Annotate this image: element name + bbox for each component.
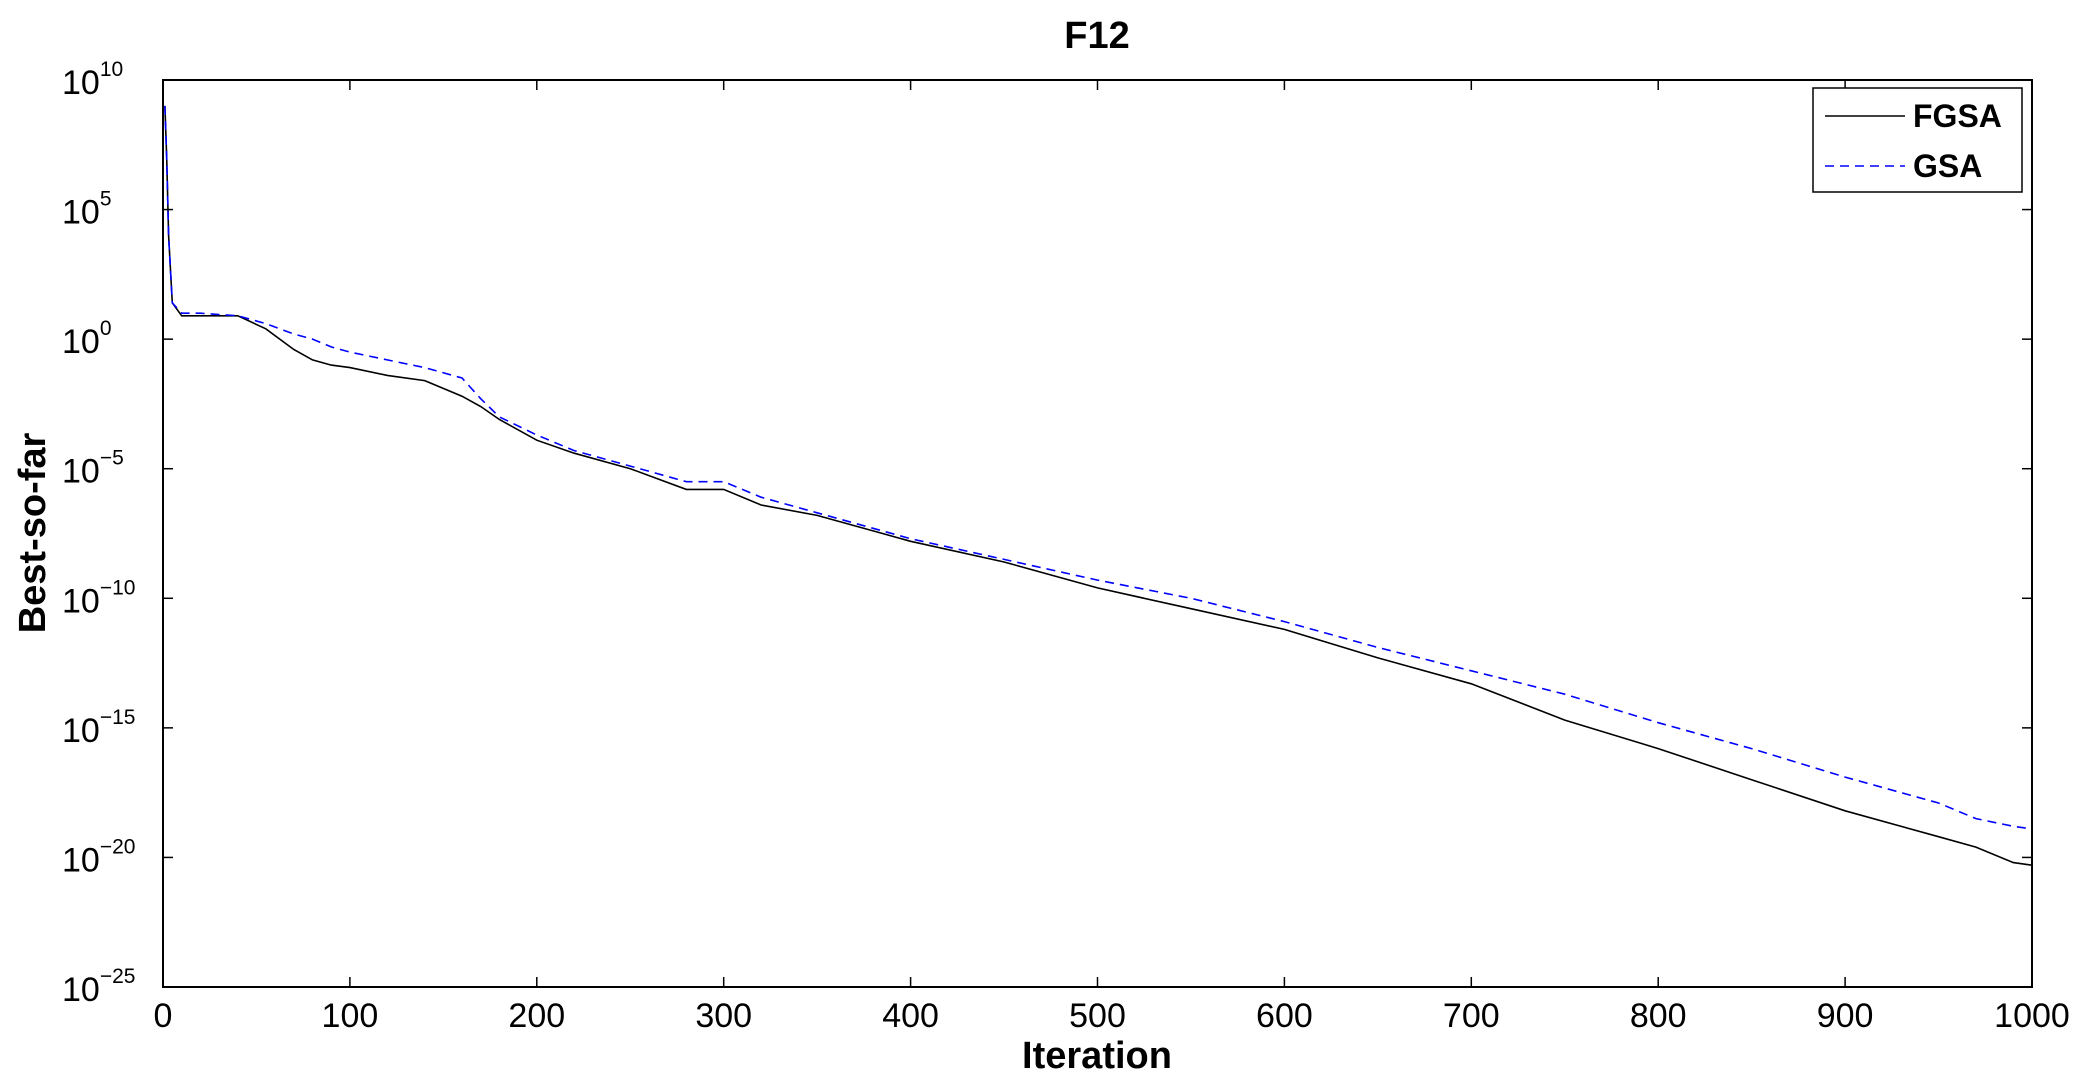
series-line-fgsa bbox=[164, 105, 2033, 866]
y-tick-label: 100 bbox=[62, 317, 112, 361]
y-tick-label: 10−5 bbox=[62, 447, 124, 491]
y-tick-label: 10−15 bbox=[62, 706, 135, 750]
legend-label-fgsa: FGSA bbox=[1913, 98, 2002, 134]
series-line-gsa bbox=[164, 105, 2033, 830]
series-layer bbox=[164, 105, 2033, 866]
x-axis-label: Iteration bbox=[1022, 1035, 1172, 1077]
x-tick-label: 1000 bbox=[1994, 997, 2070, 1035]
x-tick-label: 700 bbox=[1443, 997, 1500, 1035]
tick-layer: 0 100 200 300 400 500 600 700 800 900 1000 1010 105 1… bbox=[62, 58, 2070, 1035]
x-tick-label: 0 bbox=[154, 997, 173, 1035]
x-tick-label: 200 bbox=[508, 997, 565, 1035]
y-axis-label: Best-so-far bbox=[12, 432, 54, 633]
y-tick-label: 10−10 bbox=[62, 576, 135, 620]
x-tick-label: 600 bbox=[1256, 997, 1313, 1035]
y-tick-label: 10−20 bbox=[62, 835, 135, 879]
y-tick-label: 10−25 bbox=[62, 965, 135, 1009]
x-tick-label: 900 bbox=[1817, 997, 1874, 1035]
x-tick-label: 800 bbox=[1630, 997, 1687, 1035]
x-tick-label: 400 bbox=[882, 997, 939, 1035]
y-tick-label: 1010 bbox=[62, 58, 123, 102]
x-tick-label: 300 bbox=[695, 997, 752, 1035]
legend: FGSA GSA bbox=[1812, 87, 2023, 193]
x-tick-label: 500 bbox=[1069, 997, 1126, 1035]
legend-label-gsa: GSA bbox=[1913, 148, 1982, 184]
chart-title: F12 bbox=[1064, 15, 1129, 57]
x-tick-label: 100 bbox=[322, 997, 379, 1035]
y-tick-label: 105 bbox=[62, 188, 112, 232]
legend-box bbox=[1812, 87, 2023, 193]
